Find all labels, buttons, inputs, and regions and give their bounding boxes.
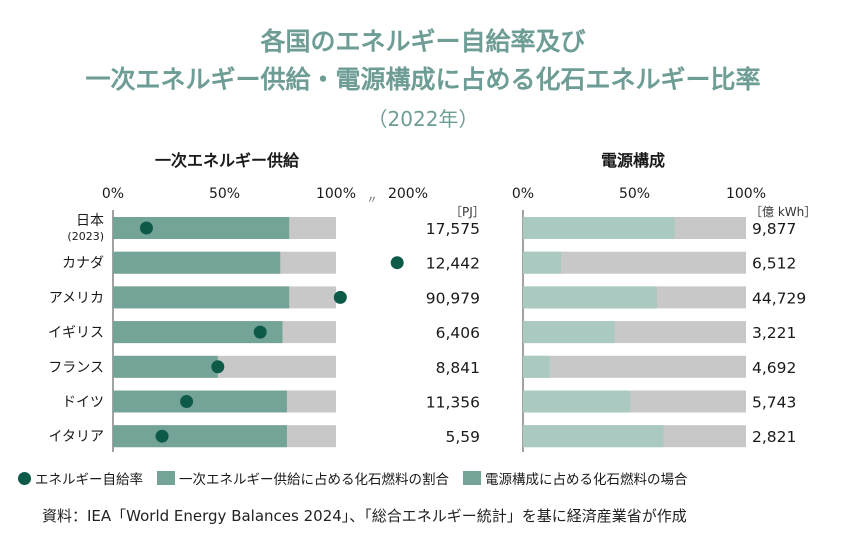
source-note: 資料：IEA「World Energy Balances 2024」、「総合エネ… xyxy=(42,507,687,525)
axis-break-mark: 〃 xyxy=(367,193,378,206)
power-unit-label: ［億 kWh］ xyxy=(750,205,817,219)
legend-primary-fossil: 一次エネルギー供給に占める化石燃料の割合 xyxy=(157,468,449,488)
self-sufficiency-dot xyxy=(333,290,347,304)
legend-power-fossil: 電源構成に占める化石燃料の場合 xyxy=(463,468,688,488)
primary-supply-total: 90,979 xyxy=(426,289,480,307)
legend-power-label: 電源構成に占める化石燃料の場合 xyxy=(485,472,688,488)
power-fossil-bar xyxy=(523,425,664,448)
power-fossil-bar xyxy=(523,390,631,413)
self-sufficiency-dot xyxy=(180,395,194,408)
right-axis-tick-label: 100% xyxy=(726,186,766,202)
self-sufficiency-dot xyxy=(390,256,404,270)
category-label: アメリカ xyxy=(49,290,104,306)
legend-self-sufficiency: エネルギー自給率 xyxy=(18,468,143,488)
right-axis-tick-label: 50% xyxy=(619,186,650,202)
left-axis-tick-label: 100% xyxy=(316,186,356,202)
category-label: フランス xyxy=(48,360,104,376)
legend-power-swatch xyxy=(463,471,481,485)
primary-fossil-bar xyxy=(113,425,287,448)
chart-title-line1: 各国のエネルギー自給率及び xyxy=(260,27,586,56)
primary-fossil-bar xyxy=(113,355,218,378)
chart-area: 0% 50% 100% 200% 〃 0% 50% 100% 日本(2023) 17,575 9,8… xyxy=(48,186,806,452)
primary-supply-total: 17,575 xyxy=(426,220,480,238)
power-generation-total: 9,877 xyxy=(752,220,796,238)
self-sufficiency-dot xyxy=(253,325,267,339)
category-label: 日本 xyxy=(76,213,104,229)
power-fossil-bar xyxy=(523,355,550,378)
primary-supply-title: 一次エネルギー供給 xyxy=(155,151,300,170)
power-generation-total: 2,821 xyxy=(752,428,796,446)
power-fossil-bar xyxy=(523,286,657,309)
primary-supply-total: 11,356 xyxy=(426,394,480,412)
legend-primary-swatch xyxy=(157,471,175,485)
legend-self-sufficiency-label: エネルギー自給率 xyxy=(35,472,143,488)
power-fossil-bar xyxy=(523,251,561,274)
legend: エネルギー自給率 一次エネルギー供給に占める化石燃料の割合 電源構成に占める化石… xyxy=(18,468,702,488)
left-axis-tick-label: 50% xyxy=(209,186,240,202)
power-bar-background xyxy=(523,251,746,274)
power-generation-total: 5,743 xyxy=(752,394,796,412)
primary-unit-label: ［PJ］ xyxy=(450,205,485,219)
chart-title-line2: 一次エネルギー供給・電源構成に占める化石エネルギー比率 xyxy=(85,65,761,94)
legend-dot-marker xyxy=(18,471,31,485)
primary-supply-total: 5,59 xyxy=(445,428,480,446)
primary-supply-total: 6,406 xyxy=(436,324,480,342)
category-label: カナダ xyxy=(62,256,104,272)
power-generation-total: 44,729 xyxy=(752,289,806,307)
primary-fossil-bar xyxy=(113,286,290,309)
power-generation-total: 4,692 xyxy=(752,359,796,377)
power-generation-total: 3,221 xyxy=(752,324,796,342)
left-axis-tick-label: 0% xyxy=(102,186,124,202)
power-bar-background xyxy=(523,355,746,378)
primary-fossil-bar xyxy=(113,251,281,274)
category-sublabel: (2023) xyxy=(67,230,104,243)
primary-fossil-bar xyxy=(113,217,290,239)
chart-title-year: （2022年） xyxy=(367,107,479,131)
left-axis-tick-label: 200% xyxy=(388,186,428,202)
self-sufficiency-dot xyxy=(155,429,169,443)
primary-supply-total: 12,442 xyxy=(426,255,480,273)
power-mix-title: 電源構成 xyxy=(601,151,666,170)
primary-fossil-bar xyxy=(113,390,287,413)
self-sufficiency-dot xyxy=(139,221,153,235)
self-sufficiency-dot xyxy=(211,360,225,374)
category-label: イギリス xyxy=(48,325,104,341)
legend-primary-label: 一次エネルギー供給に占める化石燃料の割合 xyxy=(179,472,449,488)
primary-fossil-bar xyxy=(113,321,283,344)
power-generation-total: 6,512 xyxy=(752,255,796,273)
primary-supply-total: 8,841 xyxy=(436,359,480,377)
right-axis-tick-label: 0% xyxy=(512,186,534,202)
power-fossil-bar xyxy=(523,321,615,344)
category-label: イタリア xyxy=(49,429,104,445)
power-fossil-bar xyxy=(523,217,675,239)
category-label: ドイツ xyxy=(62,395,104,411)
